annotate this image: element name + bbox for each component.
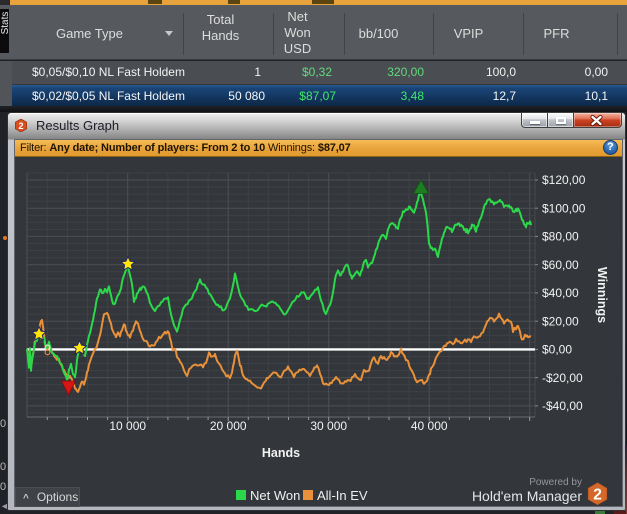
svg-text:2: 2 bbox=[18, 121, 23, 131]
svg-text:$20,00: $20,00 bbox=[542, 314, 579, 328]
svg-text:10 000: 10 000 bbox=[109, 419, 146, 433]
svg-text:$0,00: $0,00 bbox=[542, 343, 572, 357]
svg-text:$100,00: $100,00 bbox=[542, 201, 586, 215]
svg-text:-$20,00: -$20,00 bbox=[542, 371, 583, 385]
svg-text:Hands: Hands bbox=[262, 446, 300, 460]
svg-text:$60,00: $60,00 bbox=[542, 258, 579, 272]
svg-text:$80,00: $80,00 bbox=[542, 230, 579, 244]
svg-text:$40,00: $40,00 bbox=[542, 286, 579, 300]
svg-text:20 000: 20 000 bbox=[210, 419, 247, 433]
svg-text:2: 2 bbox=[593, 486, 602, 503]
svg-text:30 000: 30 000 bbox=[310, 419, 347, 433]
svg-text:-$40,00: -$40,00 bbox=[542, 399, 583, 413]
svg-text:$120,00: $120,00 bbox=[542, 173, 586, 187]
svg-text:40 000: 40 000 bbox=[411, 419, 448, 433]
svg-text:Winnings: Winnings bbox=[595, 267, 609, 323]
